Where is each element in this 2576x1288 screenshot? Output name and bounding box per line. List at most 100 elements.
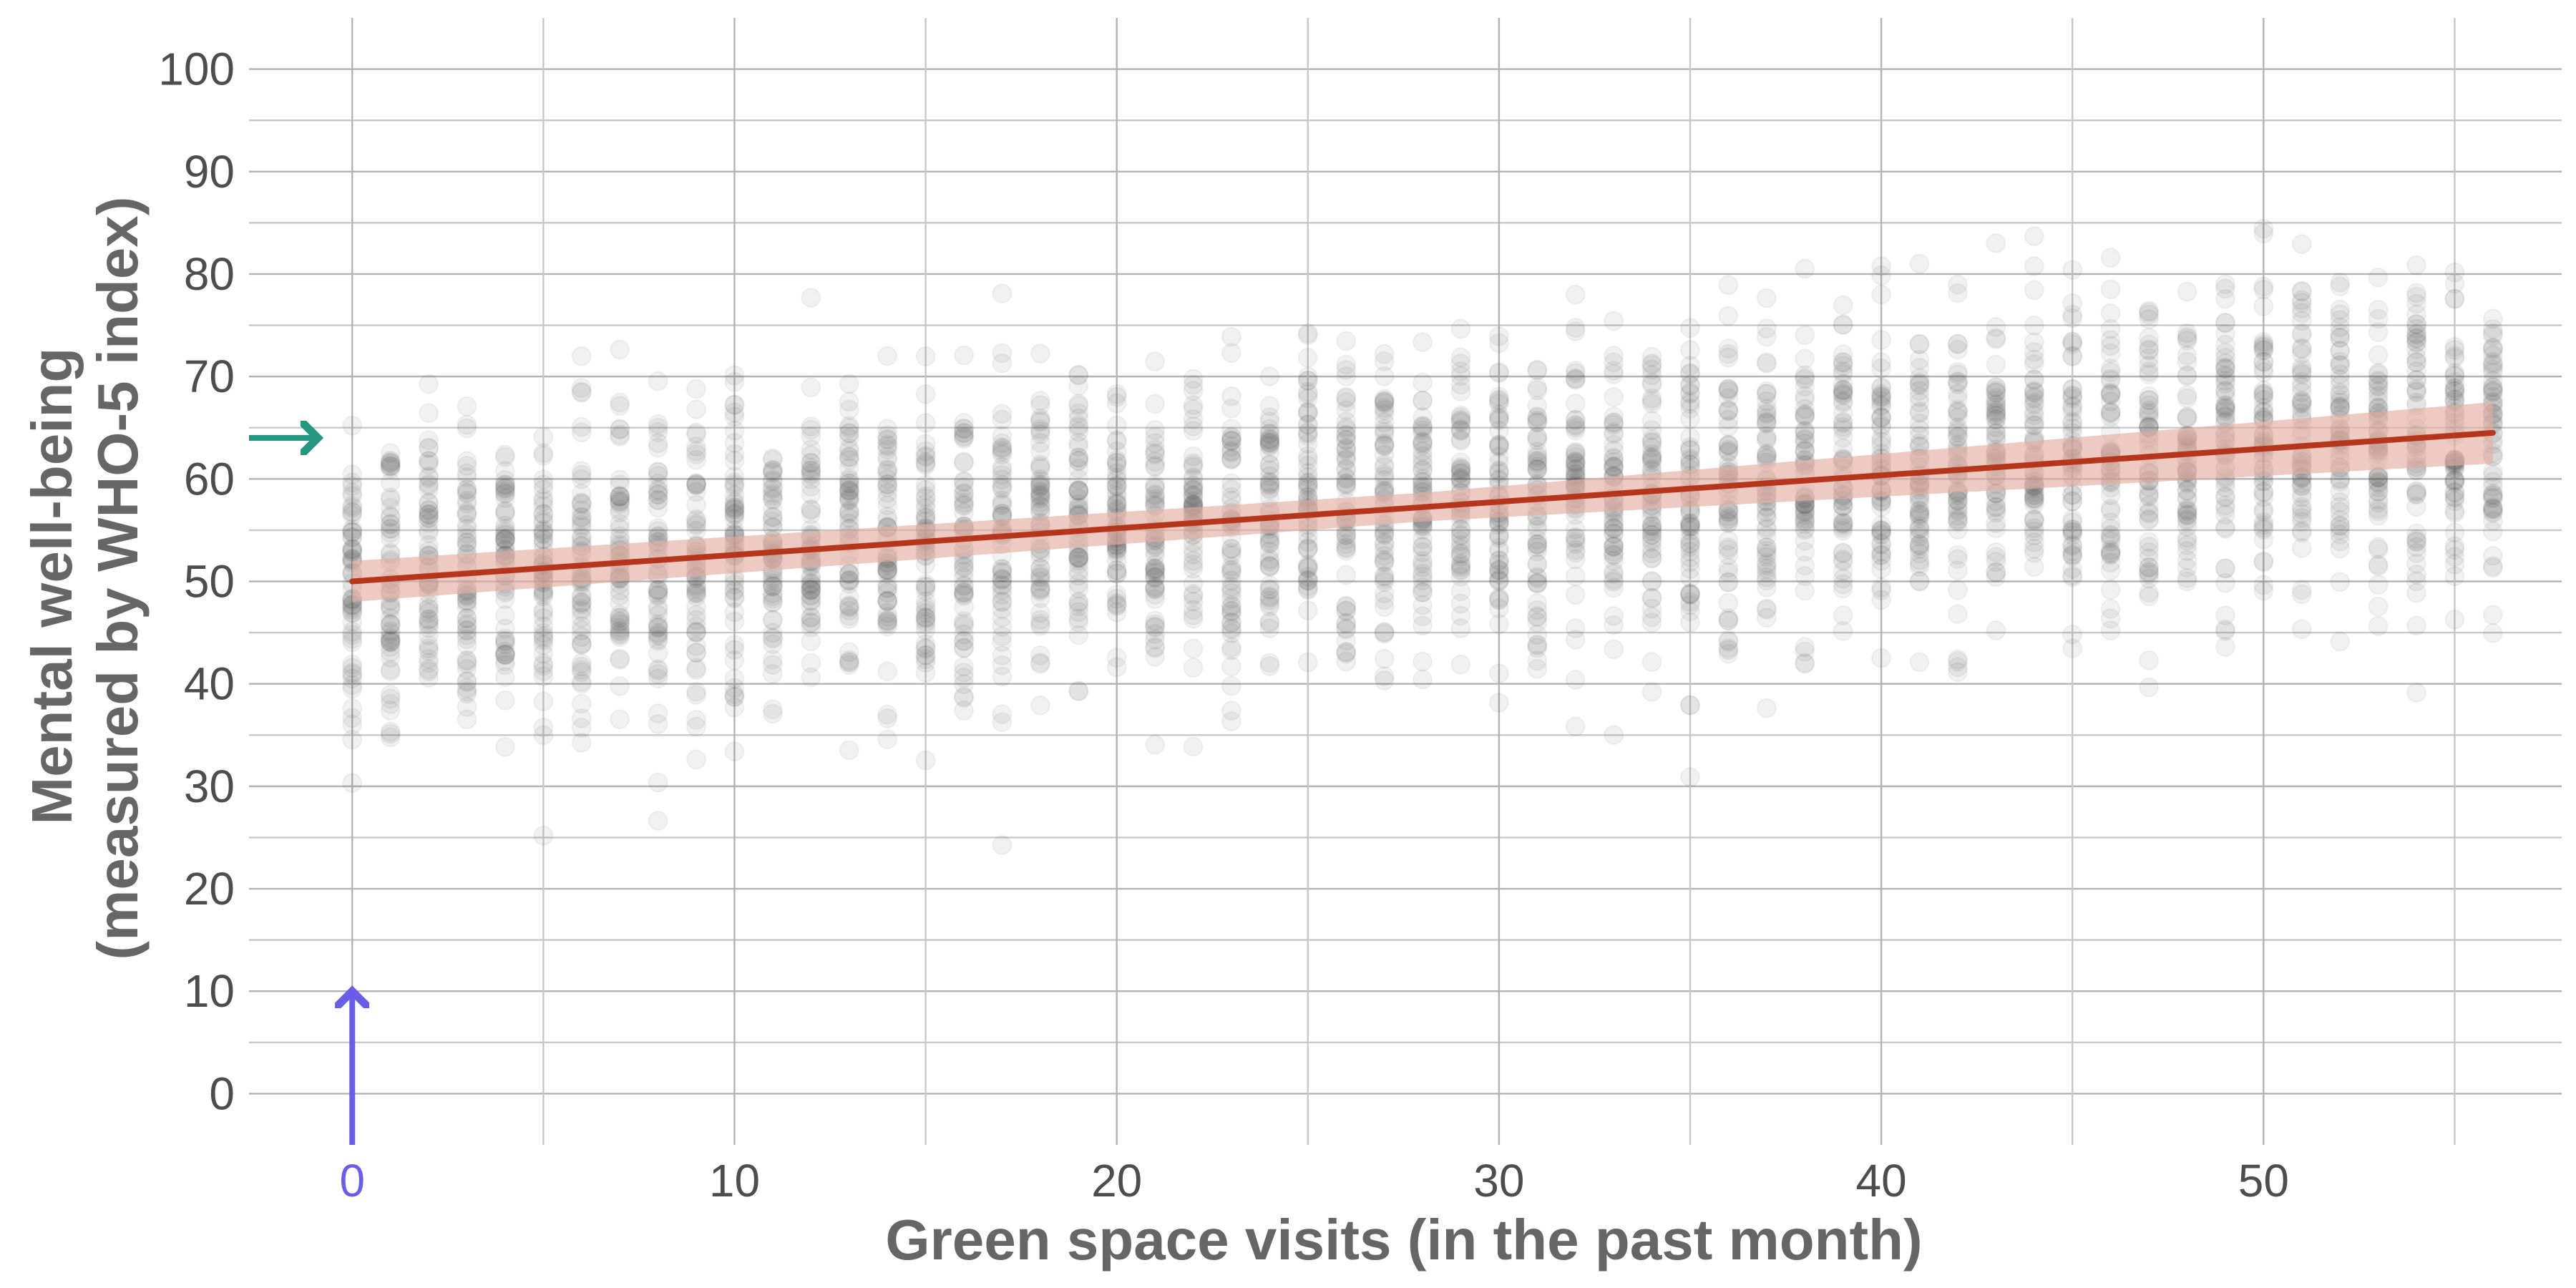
- data-point: [457, 418, 477, 439]
- data-point: [457, 608, 477, 629]
- data-point: [2024, 369, 2044, 390]
- data-point: [1527, 638, 1548, 658]
- data-point: [992, 645, 1013, 666]
- data-point: [953, 656, 974, 677]
- data-point: [1718, 592, 1739, 613]
- data-point: [380, 518, 401, 539]
- data-point: [610, 675, 630, 696]
- data-point: [419, 602, 439, 623]
- data-point: [877, 429, 898, 450]
- data-point: [839, 570, 859, 591]
- data-point: [1679, 766, 1700, 787]
- data-point: [1068, 625, 1089, 645]
- data-point: [380, 631, 401, 652]
- data-point: [571, 633, 592, 654]
- data-point: [494, 515, 515, 536]
- data-point: [686, 474, 707, 495]
- data-point: [457, 620, 477, 640]
- data-point: [762, 627, 783, 648]
- data-point: [380, 623, 401, 644]
- data-point: [1871, 265, 1892, 286]
- data-point: [801, 572, 821, 593]
- data-point: [457, 463, 477, 484]
- data-point: [494, 525, 515, 546]
- data-point: [915, 607, 936, 628]
- data-point: [2444, 288, 2465, 309]
- data-point: [2406, 255, 2426, 275]
- data-point: [419, 504, 439, 525]
- data-point: [1679, 584, 1700, 605]
- data-point: [1413, 372, 1433, 393]
- data-point: [648, 421, 668, 442]
- data-point: [839, 477, 859, 497]
- data-point: [839, 570, 859, 591]
- data-point: [877, 590, 898, 611]
- data-point: [2139, 386, 2160, 406]
- data-point: [571, 608, 592, 628]
- data-point: [839, 642, 859, 663]
- data-point: [724, 402, 745, 423]
- data-point: [877, 346, 898, 366]
- data-point: [801, 617, 821, 638]
- data-point: [1183, 605, 1204, 625]
- data-point: [762, 485, 783, 506]
- data-point: [953, 638, 974, 658]
- data-point: [686, 515, 707, 536]
- data-point: [686, 616, 707, 637]
- data-point: [953, 582, 974, 603]
- data-point: [2215, 365, 2235, 386]
- data-point: [533, 474, 554, 495]
- data-point: [1221, 479, 1241, 500]
- data-point: [1221, 711, 1241, 732]
- data-point: [648, 462, 668, 482]
- data-point: [1488, 461, 1509, 482]
- annotations: [249, 438, 352, 1145]
- data-point: [571, 627, 592, 648]
- data-point: [2330, 375, 2351, 396]
- data-point: [686, 473, 707, 494]
- data-point: [457, 678, 477, 698]
- data-point: [419, 638, 439, 659]
- data-point: [1145, 478, 1166, 499]
- data-point: [1259, 454, 1280, 475]
- data-point: [1641, 588, 1662, 609]
- data-point: [1833, 514, 1853, 535]
- data-point: [992, 591, 1013, 612]
- data-point: [380, 453, 401, 474]
- data-point: [1183, 395, 1204, 416]
- data-point: [724, 587, 745, 608]
- data-point: [342, 600, 363, 620]
- data-point: [1068, 547, 1089, 568]
- data-point: [533, 512, 554, 533]
- data-point: [380, 507, 401, 527]
- data-point: [1488, 550, 1509, 571]
- data-point: [648, 433, 668, 454]
- data-point: [839, 423, 859, 444]
- data-point: [380, 723, 401, 744]
- data-point: [533, 717, 554, 738]
- data-point: [457, 629, 477, 650]
- data-point: [2253, 529, 2274, 550]
- data-point: [877, 434, 898, 455]
- data-point: [419, 594, 439, 615]
- data-point: [1527, 377, 1548, 398]
- data-point: [801, 452, 821, 473]
- data-point: [724, 611, 745, 632]
- data-point: [1297, 600, 1318, 621]
- data-point: [648, 624, 668, 645]
- data-point: [494, 528, 515, 549]
- data-point: [419, 500, 439, 521]
- data-point: [2253, 512, 2274, 532]
- data-point: [2100, 343, 2121, 364]
- data-point: [648, 615, 668, 636]
- data-point: [533, 446, 554, 467]
- data-point: [610, 518, 630, 539]
- data-point: [915, 455, 936, 476]
- data-point: [1795, 566, 1815, 587]
- data-point: [724, 444, 745, 464]
- data-point: [610, 618, 630, 638]
- data-point: [533, 521, 554, 542]
- y-axis-title-line-1: Mental well-being: [20, 348, 84, 825]
- data-point: [1871, 648, 1892, 668]
- data-point: [1450, 618, 1471, 639]
